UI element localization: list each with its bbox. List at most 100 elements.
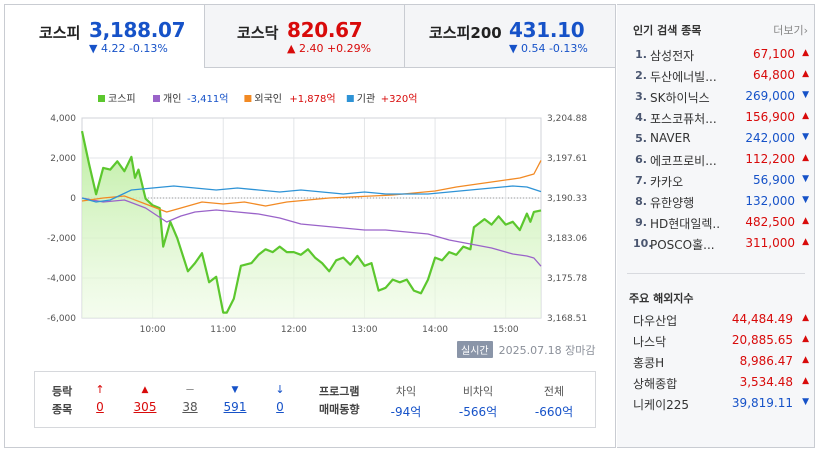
rank-number: 9. <box>635 216 647 229</box>
tab-kosdaq-value: 820.67 <box>287 18 363 42</box>
triangle-down-icon: ▼ <box>802 90 809 100</box>
rank-number: 7. <box>635 174 647 187</box>
triangle-down-icon: ▼ <box>802 174 809 184</box>
stock-price: 56,900 <box>753 173 795 187</box>
stock-name-link[interactable]: 카카오 <box>650 175 684 189</box>
triangle-up-icon: ▲ <box>802 153 809 163</box>
upper-limit-stat[interactable]: ↑ 0 <box>80 383 120 414</box>
triangle-up-icon: ▲ <box>802 334 809 344</box>
sidebar-divider <box>627 273 805 274</box>
stock-price: 269,000 <box>745 89 795 103</box>
stock-name-link[interactable]: HD현대일렉... <box>650 217 720 231</box>
popular-stock-item[interactable]: 10. POSCO홀... 311,000 ▲ <box>633 235 809 255</box>
stock-name-link[interactable]: SK하이닉스 <box>650 91 710 105</box>
overseas-index-value: 20,885.65 <box>731 333 793 347</box>
stock-price: 112,200 <box>745 152 795 166</box>
left-axis-tick-label: -2,000 <box>47 234 76 244</box>
popular-stock-item[interactable]: 3. SK하이닉스 269,000 ▼ <box>633 88 809 108</box>
rank-number: 3. <box>635 90 647 103</box>
stock-name-link[interactable]: 포스코퓨처... <box>650 112 717 126</box>
stock-name-link[interactable]: POSCO홀... <box>650 238 715 252</box>
legend-swatch <box>346 95 354 102</box>
stock-price: 64,800 <box>753 68 795 82</box>
chevron-right-icon: › <box>803 24 808 37</box>
stock-name-link[interactable]: NAVER <box>650 131 691 145</box>
overseas-index-item[interactable]: 니케이225 39,819.11 ▼ <box>633 395 809 415</box>
popular-stock-item[interactable]: 4. 포스코퓨처... 156,900 ▲ <box>633 109 809 129</box>
flat-icon: ㅡ <box>185 386 195 396</box>
tab-kospi-change: ▼ 4.22 -0.13% <box>89 42 168 55</box>
sidebar-panel: 인기 검색 종목 더보기› 1. 삼성전자 67,100 ▲ 2. 두산에너빌... 64,… <box>617 4 815 448</box>
program-nonarbitrage-label: 비차익 <box>462 385 494 398</box>
popular-stock-item[interactable]: 1. 삼성전자 67,100 ▲ <box>633 46 809 66</box>
rise-stat[interactable]: ▲ 305 <box>125 383 165 414</box>
overseas-index-name[interactable]: 니케이225 <box>633 398 690 412</box>
stock-price: 132,000 <box>745 194 795 208</box>
index-tabs: 코스피 3,188.07 ▼ 4.22 -0.13% 코스닥 820.67 ▲ … <box>5 5 615 68</box>
triangle-up-icon: ▲ <box>802 48 809 58</box>
legend-label: 코스피 <box>108 93 136 105</box>
market-stats-box: 등락 종목 ↑ 0 ▲ 305 ㅡ 38 ▼ 591 ↓ 0 프로그램 <box>34 371 596 428</box>
popular-stock-item[interactable]: 2. 두산에너빌... 64,800 ▲ <box>633 67 809 87</box>
triangle-down-icon: ▼ <box>802 195 809 205</box>
kospi-area-fill <box>82 131 541 318</box>
right-axis-tick-label: 3,197.61 <box>547 154 587 164</box>
more-link[interactable]: 더보기› <box>773 22 808 38</box>
stock-name-link[interactable]: 삼성전자 <box>650 49 695 63</box>
popular-stock-item[interactable]: 7. 카카오 56,900 ▼ <box>633 172 809 192</box>
overseas-index-value: 3,534.48 <box>739 375 793 389</box>
timestamp-text: 2025.07.18 장마감 <box>498 344 596 357</box>
rank-number: 1. <box>635 48 647 61</box>
lower-limit-icon: ↓ <box>275 383 285 396</box>
overseas-index-name[interactable]: 다우산업 <box>633 314 678 328</box>
right-axis-tick-label: 3,168.51 <box>547 314 587 324</box>
triangle-up-icon: ▲ <box>802 237 809 247</box>
flat-stat[interactable]: ㅡ 38 <box>170 383 210 414</box>
overseas-index-item[interactable]: 나스닥 20,885.65 ▲ <box>633 332 809 352</box>
x-axis-tick-label: 10:00 <box>140 325 166 335</box>
x-axis-tick-label: 13:00 <box>351 325 377 335</box>
tab-kospi200-value: 431.10 <box>509 18 585 42</box>
legend-label: 개인 <box>163 93 181 105</box>
overseas-index-item[interactable]: 홍콩H 8,986.47 ▲ <box>633 353 809 373</box>
updown-label-2: 종목 <box>52 403 73 416</box>
popular-stock-item[interactable]: 8. 유한양행 132,000 ▼ <box>633 193 809 213</box>
tab-kospi200[interactable]: 코스피200 431.10 ▼ 0.54 -0.13% <box>404 5 615 68</box>
stock-name-link[interactable]: 두산에너빌... <box>650 70 717 84</box>
rank-number: 10. <box>633 237 653 250</box>
tab-kospi[interactable]: 코스피 3,188.07 ▼ 4.22 -0.13% <box>5 5 204 68</box>
overseas-index-name[interactable]: 나스닥 <box>633 335 667 349</box>
stock-name-link[interactable]: 에코프로비... <box>650 154 717 168</box>
realtime-badge[interactable]: 실시간 <box>457 341 493 358</box>
program-total-label: 전체 <box>543 385 565 398</box>
overseas-index-item[interactable]: 상해종합 3,534.48 ▲ <box>633 374 809 394</box>
overseas-index-value: 39,819.11 <box>731 396 793 410</box>
index-panel: 코스피 3,188.07 ▼ 4.22 -0.13% 코스닥 820.67 ▲ … <box>4 4 616 448</box>
fall-count: 591 <box>223 400 247 414</box>
program-total-value: -660억 <box>534 405 574 419</box>
x-axis-tick-label: 12:00 <box>281 325 307 335</box>
lower-limit-stat[interactable]: ↓ 0 <box>260 383 300 414</box>
overseas-index-name[interactable]: 홍콩H <box>633 356 665 370</box>
x-axis-tick-label: 15:00 <box>493 325 519 335</box>
tab-kosdaq-name: 코스닥 <box>237 24 279 42</box>
popular-stock-item[interactable]: 5. NAVER 242,000 ▼ <box>633 130 809 150</box>
right-axis-tick-label: 3,175.78 <box>547 274 587 284</box>
series-line-기관 <box>81 185 542 203</box>
tab-kosdaq[interactable]: 코스닥 820.67 ▲ 2.40 +0.29% <box>204 5 404 68</box>
stock-name-link[interactable]: 유한양행 <box>650 196 695 210</box>
fall-stat[interactable]: ▼ 591 <box>215 383 255 414</box>
overseas-index-name[interactable]: 상해종합 <box>633 377 678 391</box>
popular-stock-item[interactable]: 9. HD현대일렉... 482,500 ▲ <box>633 214 809 234</box>
triangle-up-icon: ▲ <box>802 216 809 226</box>
legend-swatch <box>244 95 252 102</box>
overseas-index-title: 주요 해외지수 <box>629 292 694 305</box>
program-label-2: 매매동향 <box>319 403 360 416</box>
overseas-index-item[interactable]: 다우산업 44,484.49 ▲ <box>633 311 809 331</box>
triangle-down-icon: ▼ <box>802 132 809 142</box>
program-arbitrage-label: 차익 <box>395 385 417 398</box>
left-axis-tick-label: 2,000 <box>50 154 76 164</box>
popular-stock-item[interactable]: 6. 에코프로비... 112,200 ▲ <box>633 151 809 171</box>
popular-search-title: 인기 검색 종목 <box>633 24 702 37</box>
triangle-up-icon: ▲ <box>802 111 809 121</box>
